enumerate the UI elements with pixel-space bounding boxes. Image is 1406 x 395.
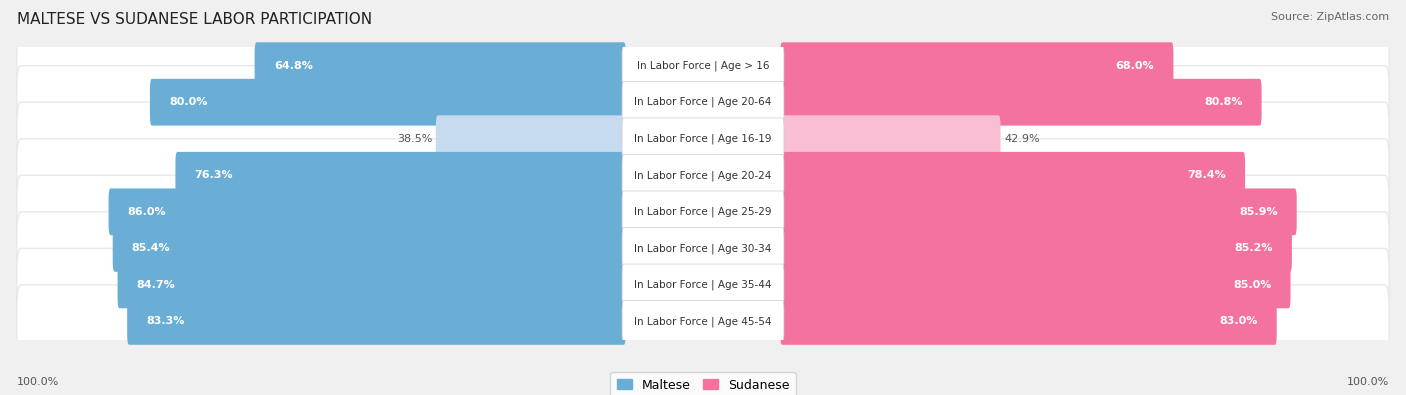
Text: 85.0%: 85.0% [1233, 280, 1271, 290]
Text: 68.0%: 68.0% [1115, 61, 1154, 71]
FancyBboxPatch shape [780, 79, 1261, 126]
Text: Source: ZipAtlas.com: Source: ZipAtlas.com [1271, 12, 1389, 22]
Text: 84.7%: 84.7% [136, 280, 176, 290]
FancyBboxPatch shape [436, 115, 626, 162]
FancyBboxPatch shape [17, 285, 1389, 358]
FancyBboxPatch shape [621, 228, 785, 269]
Text: 80.8%: 80.8% [1204, 97, 1243, 107]
FancyBboxPatch shape [621, 154, 785, 196]
FancyBboxPatch shape [621, 45, 785, 87]
FancyBboxPatch shape [254, 42, 626, 89]
Text: MALTESE VS SUDANESE LABOR PARTICIPATION: MALTESE VS SUDANESE LABOR PARTICIPATION [17, 12, 373, 27]
Text: 83.3%: 83.3% [146, 316, 184, 326]
Legend: Maltese, Sudanese: Maltese, Sudanese [610, 372, 796, 395]
Text: 85.4%: 85.4% [132, 243, 170, 253]
Text: In Labor Force | Age 35-44: In Labor Force | Age 35-44 [634, 280, 772, 290]
FancyBboxPatch shape [621, 191, 785, 233]
FancyBboxPatch shape [17, 175, 1389, 248]
FancyBboxPatch shape [780, 115, 1001, 162]
Text: 85.2%: 85.2% [1234, 243, 1272, 253]
Text: In Labor Force | Age 30-34: In Labor Force | Age 30-34 [634, 243, 772, 254]
FancyBboxPatch shape [17, 102, 1389, 175]
FancyBboxPatch shape [780, 42, 1174, 89]
FancyBboxPatch shape [621, 301, 785, 342]
Text: 78.4%: 78.4% [1187, 170, 1226, 180]
FancyBboxPatch shape [150, 79, 626, 126]
FancyBboxPatch shape [17, 212, 1389, 285]
Text: 83.0%: 83.0% [1219, 316, 1257, 326]
Text: 64.8%: 64.8% [274, 61, 312, 71]
Text: 80.0%: 80.0% [169, 97, 208, 107]
Text: 76.3%: 76.3% [194, 170, 233, 180]
FancyBboxPatch shape [17, 29, 1389, 102]
Text: In Labor Force | Age > 16: In Labor Force | Age > 16 [637, 60, 769, 71]
FancyBboxPatch shape [17, 248, 1389, 322]
Text: In Labor Force | Age 25-29: In Labor Force | Age 25-29 [634, 207, 772, 217]
FancyBboxPatch shape [17, 139, 1389, 212]
Text: 86.0%: 86.0% [128, 207, 166, 217]
FancyBboxPatch shape [780, 225, 1292, 272]
Text: 42.9%: 42.9% [1004, 134, 1039, 144]
Text: 38.5%: 38.5% [396, 134, 432, 144]
FancyBboxPatch shape [17, 66, 1389, 139]
FancyBboxPatch shape [621, 118, 785, 160]
FancyBboxPatch shape [176, 152, 626, 199]
FancyBboxPatch shape [780, 298, 1277, 345]
FancyBboxPatch shape [127, 298, 626, 345]
FancyBboxPatch shape [780, 152, 1246, 199]
Text: In Labor Force | Age 45-54: In Labor Force | Age 45-54 [634, 316, 772, 327]
Text: In Labor Force | Age 16-19: In Labor Force | Age 16-19 [634, 134, 772, 144]
Text: 85.9%: 85.9% [1239, 207, 1278, 217]
FancyBboxPatch shape [621, 264, 785, 306]
FancyBboxPatch shape [108, 188, 626, 235]
FancyBboxPatch shape [112, 225, 626, 272]
Text: In Labor Force | Age 20-24: In Labor Force | Age 20-24 [634, 170, 772, 181]
Text: 100.0%: 100.0% [1347, 377, 1389, 387]
FancyBboxPatch shape [780, 188, 1296, 235]
Text: In Labor Force | Age 20-64: In Labor Force | Age 20-64 [634, 97, 772, 107]
FancyBboxPatch shape [118, 261, 626, 308]
Text: 100.0%: 100.0% [17, 377, 59, 387]
FancyBboxPatch shape [621, 81, 785, 123]
FancyBboxPatch shape [780, 261, 1291, 308]
